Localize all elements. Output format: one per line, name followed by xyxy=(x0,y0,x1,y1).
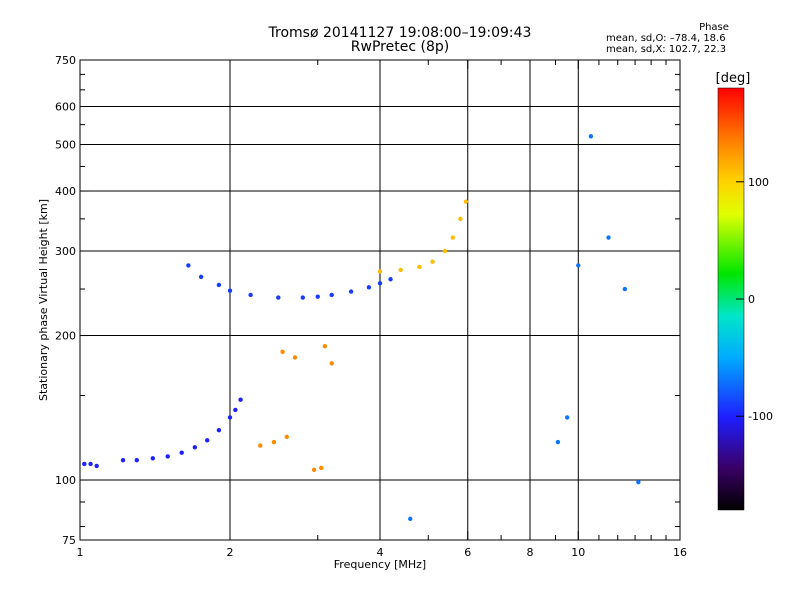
data-point xyxy=(88,461,93,467)
x-tick-label: 2 xyxy=(227,546,234,559)
data-point xyxy=(300,295,306,300)
y-tick-label: 100 xyxy=(55,474,76,487)
data-point xyxy=(248,292,253,298)
y-tick-label: 400 xyxy=(55,185,76,198)
y-tick-label: 300 xyxy=(55,245,76,258)
y-tick-label: 200 xyxy=(55,330,76,343)
colorbar-label: [deg] xyxy=(716,71,751,86)
data-point xyxy=(450,235,456,240)
data-point xyxy=(292,355,298,360)
y-tick-label: 600 xyxy=(55,101,76,114)
data-point xyxy=(120,457,126,463)
data-point xyxy=(204,438,210,443)
data-point xyxy=(398,267,403,273)
data-point xyxy=(329,361,334,366)
scatter-points xyxy=(82,134,641,522)
phase-info-title: Phase xyxy=(699,22,729,33)
data-point xyxy=(198,274,204,280)
data-point xyxy=(588,134,594,139)
data-point xyxy=(576,263,581,268)
data-point xyxy=(458,216,463,222)
data-point xyxy=(636,479,641,485)
x-tick-label: 8 xyxy=(527,546,534,559)
data-point xyxy=(430,259,435,264)
data-point xyxy=(192,445,198,450)
colorbar-tick-label: -100 xyxy=(748,410,773,423)
x-tick-label: 4 xyxy=(377,546,384,559)
y-tick-label: 75 xyxy=(62,534,76,547)
page-title-line1: Tromsø 20141127 19:08:00–19:09:43 xyxy=(268,25,532,41)
x-tick-label: 6 xyxy=(464,546,471,559)
data-point xyxy=(319,465,324,471)
colorbar-tick-label: 0 xyxy=(748,293,755,306)
data-point xyxy=(377,269,383,274)
y-tick-label: 750 xyxy=(55,54,76,67)
data-point xyxy=(179,450,184,455)
axes: 1 2 4 6 8 10 16 75 100 200 300 400 500 600 750 xyxy=(55,54,687,559)
y-tick-label: 500 xyxy=(55,139,76,152)
data-point xyxy=(417,264,422,270)
data-point xyxy=(311,467,317,473)
x-tick-label: 10 xyxy=(571,546,585,559)
data-point xyxy=(322,344,328,349)
data-point xyxy=(366,285,372,290)
data-point xyxy=(329,292,334,298)
x-tick-label: 16 xyxy=(673,546,687,559)
phase-info-x-stats: mean, sd,X: 102.7, 22.3 xyxy=(606,44,727,55)
phase-info-o-stats: mean, sd,O: –78.4, 18.6 xyxy=(606,33,726,44)
data-point xyxy=(233,407,238,413)
data-point xyxy=(216,282,222,288)
data-point xyxy=(258,443,263,448)
data-point xyxy=(227,415,233,420)
data-point xyxy=(555,439,561,445)
data-point xyxy=(564,415,570,420)
data-point xyxy=(186,263,191,268)
data-point xyxy=(463,199,469,204)
data-point xyxy=(408,516,413,522)
y-axis-label: Stationary phase Virtual Height [km] xyxy=(37,199,50,401)
data-point xyxy=(227,288,233,293)
data-point xyxy=(150,456,156,461)
data-point xyxy=(271,439,277,445)
colorbar-tick-label: 100 xyxy=(748,176,769,189)
colorbar-ticks: 100 0 -100 xyxy=(736,176,773,423)
data-point xyxy=(442,248,448,254)
data-point xyxy=(238,397,243,402)
page-title-line2: RwPretec (8p) xyxy=(350,39,450,55)
data-point xyxy=(606,235,611,240)
data-point xyxy=(622,286,628,292)
data-point xyxy=(280,349,285,354)
data-point xyxy=(284,434,289,440)
x-tick-label: 1 xyxy=(77,546,84,559)
data-point xyxy=(348,289,354,294)
data-point xyxy=(134,457,139,463)
data-point xyxy=(315,294,320,299)
x-axis-label: Frequency [MHz] xyxy=(334,558,426,571)
data-point xyxy=(377,281,383,286)
phase-info: Phase mean, sd,O: –78.4, 18.6 mean, sd,X… xyxy=(606,22,794,55)
data-point xyxy=(94,463,99,469)
data-point xyxy=(165,454,170,459)
grid-layer xyxy=(80,60,680,540)
data-point xyxy=(388,277,393,282)
data-point xyxy=(276,295,281,300)
data-point xyxy=(82,461,87,467)
data-point xyxy=(216,428,222,433)
